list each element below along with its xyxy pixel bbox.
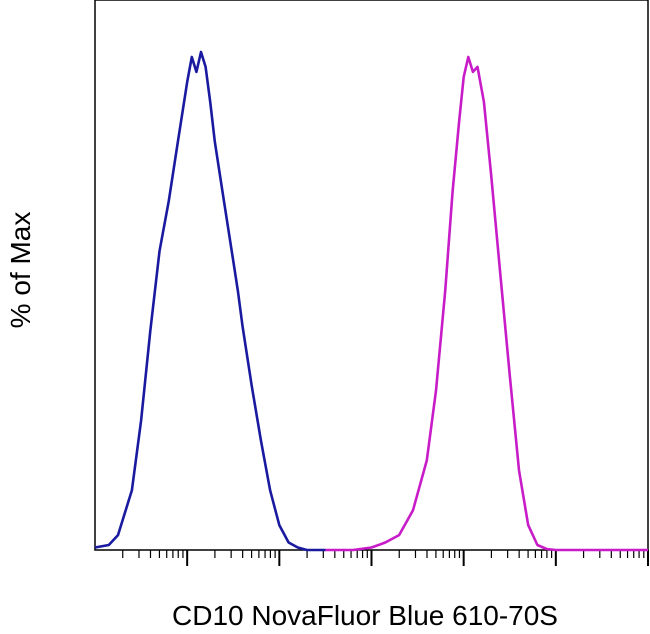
plot-frame <box>94 0 649 551</box>
y-axis-label: % of Max <box>5 212 36 329</box>
x-axis-ticks <box>122 550 649 566</box>
x-axis-label: CD10 NovaFluor Blue 610-70S <box>172 600 558 631</box>
series-line-1 <box>94 50 326 552</box>
series-line-2 <box>325 55 648 552</box>
series-layer <box>94 50 648 552</box>
